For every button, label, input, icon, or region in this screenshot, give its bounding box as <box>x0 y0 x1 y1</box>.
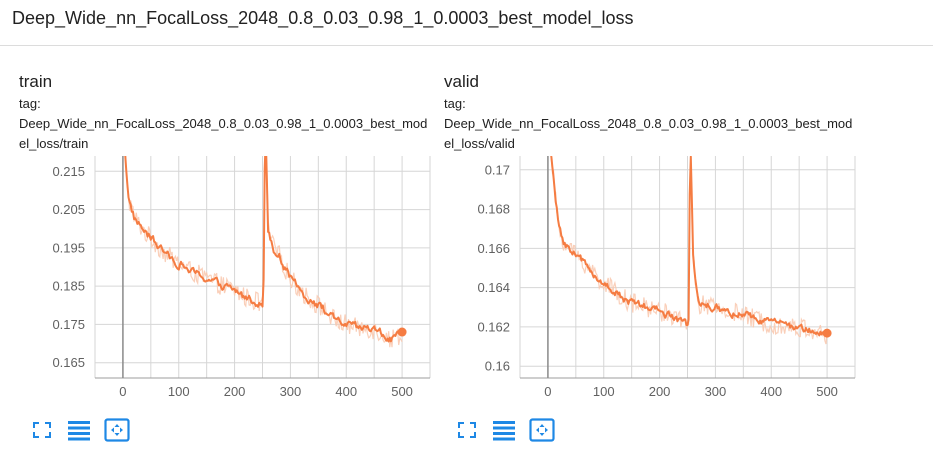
smoothed-series-line <box>124 156 404 343</box>
y-tick-label: 0.168 <box>477 202 510 217</box>
chart-card-valid: valid tag: Deep_Wide_nn_FocalLoss_2048_0… <box>444 72 864 452</box>
tag-value: Deep_Wide_nn_FocalLoss_2048_0.8_0.03_0.9… <box>19 116 428 151</box>
y-tick-label: 0.162 <box>477 319 510 334</box>
card-title: valid <box>444 72 479 91</box>
x-tick-label: 400 <box>335 384 357 396</box>
y-tick-label: 0.164 <box>477 280 510 295</box>
y-tick-label: 0.175 <box>52 317 85 332</box>
y-tick-label: 0.205 <box>52 202 85 217</box>
card-tag: tag: Deep_Wide_nn_FocalLoss_2048_0.8_0.0… <box>19 94 434 154</box>
smoothed-series-line <box>550 156 829 337</box>
x-tick-label: 0 <box>119 384 126 396</box>
x-tick-label: 300 <box>705 384 727 396</box>
y-tick-label: 0.166 <box>477 241 510 256</box>
loss-chart-train[interactable]: 0.165 0.175 0.185 0.195 0.205 0.215 0 100 200 300… <box>19 156 434 396</box>
y-tick-label: 0.17 <box>485 162 510 177</box>
x-tick-label: 300 <box>280 384 302 396</box>
y-tick-label: 0.215 <box>52 164 85 179</box>
tag-label: tag: <box>19 96 41 111</box>
x-tick-label: 200 <box>649 384 671 396</box>
page-header: Deep_Wide_nn_FocalLoss_2048_0.8_0.03_0.9… <box>0 0 933 46</box>
fit-domain-button[interactable] <box>104 418 130 442</box>
series-group <box>550 156 829 345</box>
x-tick-label: 500 <box>391 384 413 396</box>
last-point-marker <box>822 328 832 338</box>
card-tag: tag: Deep_Wide_nn_FocalLoss_2048_0.8_0.0… <box>444 94 859 154</box>
y-tick-label: 0.185 <box>52 279 85 294</box>
x-tick-label: 500 <box>816 384 838 396</box>
fullscreen-icon <box>458 422 476 438</box>
y-tick-label: 0.16 <box>485 359 510 374</box>
fullscreen-icon <box>33 422 51 438</box>
tag-label: tag: <box>444 96 466 111</box>
fit-domain-icon <box>529 418 555 442</box>
fullscreen-button[interactable] <box>29 418 55 442</box>
series-group <box>124 156 404 348</box>
last-point-marker <box>397 327 407 337</box>
grid <box>519 156 856 378</box>
toggle-log-scale-button[interactable] <box>491 418 517 442</box>
fit-domain-icon <box>104 418 130 442</box>
loss-chart-valid[interactable]: 0.16 0.162 0.164 0.166 0.168 0.17 0 100 200 300 40… <box>444 156 859 396</box>
y-tick-label: 0.165 <box>52 355 85 370</box>
x-tick-label: 100 <box>593 384 615 396</box>
toggle-log-scale-icon <box>68 421 90 441</box>
x-tick-label: 200 <box>224 384 246 396</box>
x-tick-label: 0 <box>544 384 551 396</box>
fullscreen-button[interactable] <box>454 418 480 442</box>
x-tick-label: 400 <box>760 384 782 396</box>
toggle-log-scale-icon <box>493 421 515 441</box>
x-tick-label: 100 <box>168 384 190 396</box>
tag-value: Deep_Wide_nn_FocalLoss_2048_0.8_0.03_0.9… <box>444 116 853 151</box>
chart-card-train: train tag: Deep_Wide_nn_FocalLoss_2048_0… <box>19 72 439 452</box>
card-title: train <box>19 72 53 91</box>
fit-domain-button[interactable] <box>529 418 555 442</box>
y-tick-label: 0.195 <box>52 240 85 255</box>
toggle-log-scale-button[interactable] <box>66 418 92 442</box>
run-group-title: Deep_Wide_nn_FocalLoss_2048_0.8_0.03_0.9… <box>12 8 634 28</box>
grid <box>94 156 431 378</box>
